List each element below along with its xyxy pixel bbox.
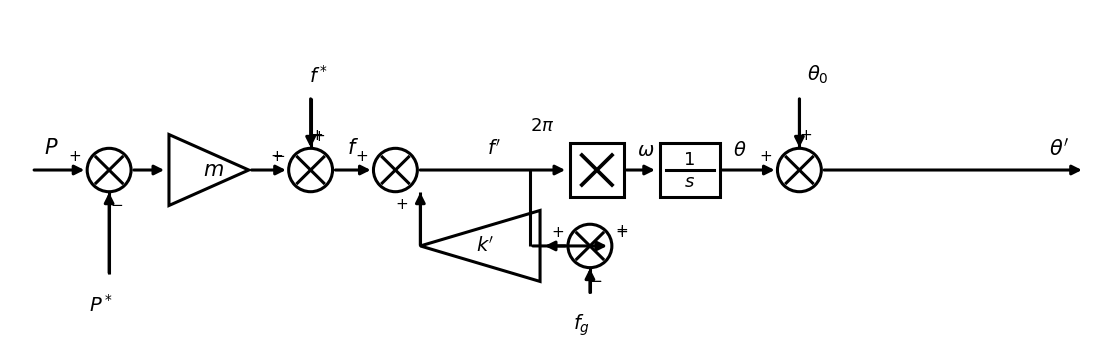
Text: +: +	[759, 149, 772, 164]
Text: $k'$: $k'$	[477, 236, 494, 256]
Text: +: +	[551, 225, 565, 240]
Text: +: +	[615, 223, 628, 238]
Text: $\omega$: $\omega$	[637, 141, 654, 160]
Text: +: +	[270, 149, 283, 164]
Text: −: −	[110, 198, 124, 213]
Text: $\theta_0$: $\theta_0$	[807, 63, 828, 86]
Text: $2\pi$: $2\pi$	[530, 117, 555, 135]
Text: −: −	[272, 149, 285, 164]
Bar	[570, 143, 624, 197]
Text: $\theta$: $\theta$	[733, 141, 747, 160]
Text: +: +	[395, 197, 407, 212]
Text: $P$: $P$	[44, 138, 58, 158]
Bar	[660, 143, 720, 197]
Text: s: s	[685, 173, 694, 191]
Text: $f$: $f$	[347, 138, 359, 158]
Text: 1: 1	[684, 151, 695, 169]
Text: $f^*$: $f^*$	[309, 65, 328, 87]
Text: +: +	[69, 149, 81, 164]
Text: +: +	[355, 149, 368, 164]
Text: +: +	[615, 225, 628, 240]
Text: −: −	[589, 274, 603, 289]
Text: $m$: $m$	[203, 160, 224, 180]
Text: +: +	[799, 128, 811, 143]
Text: $P^*$: $P^*$	[89, 294, 113, 316]
Text: −: −	[589, 274, 603, 289]
Text: +: +	[312, 129, 325, 144]
Text: +: +	[310, 128, 323, 143]
Text: $f_g$: $f_g$	[574, 312, 590, 338]
Text: $\theta'$: $\theta'$	[1049, 137, 1069, 159]
Text: $f'$: $f'$	[487, 138, 501, 158]
